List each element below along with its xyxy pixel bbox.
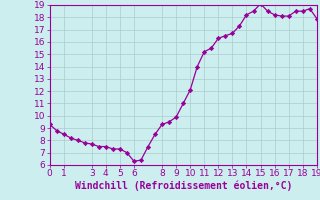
X-axis label: Windchill (Refroidissement éolien,°C): Windchill (Refroidissement éolien,°C) <box>75 181 292 191</box>
